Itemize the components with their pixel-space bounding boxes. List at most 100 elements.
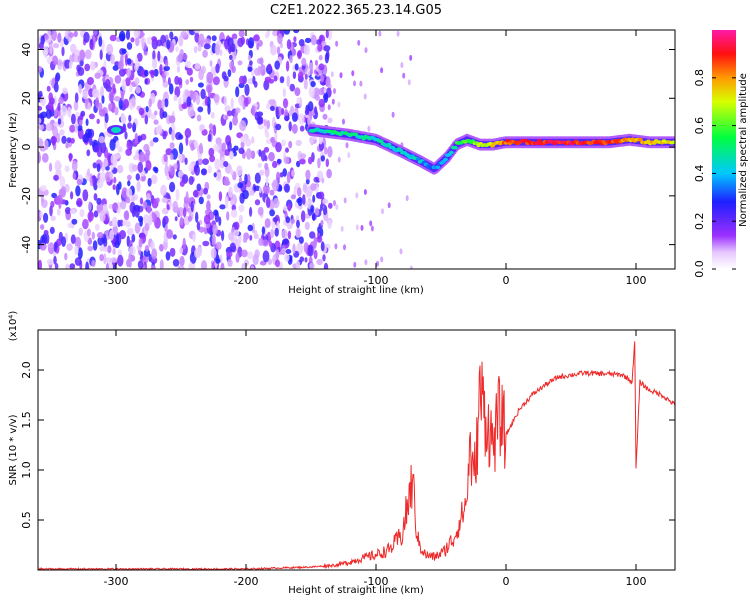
sparse-speckle <box>399 248 403 255</box>
noise-speckle <box>162 207 167 214</box>
noise-speckle <box>259 64 266 76</box>
noise-speckle <box>252 254 259 266</box>
noise-speckle <box>258 237 264 246</box>
colorbar-tick-label: 0.4 <box>693 165 706 183</box>
noise-speckle <box>77 55 81 63</box>
noise-speckle <box>285 60 290 72</box>
noise-speckle <box>77 66 85 76</box>
noise-speckle <box>310 136 314 146</box>
noise-speckle <box>111 216 118 228</box>
noise-speckle <box>57 208 61 216</box>
noise-speckle <box>84 81 90 91</box>
y-tick-label: 0 <box>20 144 33 151</box>
noise-speckle <box>253 229 258 240</box>
noise-speckle <box>282 168 288 177</box>
noise-speckle <box>267 258 272 265</box>
noise-speckle <box>38 65 43 73</box>
noise-speckle <box>247 224 254 232</box>
noise-speckle <box>281 248 286 254</box>
sparse-speckle <box>343 244 346 251</box>
noise-speckle <box>139 217 143 227</box>
noise-speckle <box>135 56 139 68</box>
noise-speckle <box>268 151 275 162</box>
sparse-speckle <box>367 125 371 132</box>
noise-speckle <box>71 113 76 125</box>
noise-speckle <box>224 197 229 209</box>
noise-speckle <box>281 108 285 115</box>
noise-speckle <box>244 97 249 107</box>
noise-speckle <box>194 248 201 259</box>
noise-speckle <box>153 119 159 125</box>
noise-speckle <box>162 111 168 118</box>
noise-speckle <box>231 65 236 74</box>
sparse-speckle <box>409 54 413 61</box>
noise-speckle <box>100 86 104 98</box>
sparse-speckle <box>315 59 318 66</box>
sparse-speckle <box>353 261 357 268</box>
noise-speckle <box>198 196 204 205</box>
noise-speckle <box>49 226 55 234</box>
noise-speckle <box>289 55 293 64</box>
colorbar-label: Normalized spectral amplitude <box>738 73 749 227</box>
noise-speckle <box>84 63 91 72</box>
noise-speckle <box>38 105 43 112</box>
noise-speckle <box>207 133 212 142</box>
colorbar-tick-label: 0.8 <box>693 69 706 87</box>
noise-speckle <box>41 233 48 246</box>
noise-speckle <box>86 149 91 157</box>
noise-speckle <box>146 36 153 45</box>
noise-speckle <box>172 259 180 267</box>
noise-speckle <box>229 150 234 160</box>
noise-speckle <box>230 209 238 218</box>
noise-speckle <box>283 98 288 109</box>
noise-speckle <box>327 146 333 158</box>
sparse-speckle <box>331 98 335 105</box>
noise-speckle <box>264 162 269 171</box>
noise-speckle <box>96 163 101 173</box>
noise-speckle <box>126 58 132 65</box>
noise-speckle <box>325 30 329 39</box>
noise-speckle <box>323 204 328 216</box>
noise-speckle <box>92 162 97 169</box>
noise-speckle <box>265 176 269 187</box>
noise-speckle <box>296 187 302 197</box>
noise-speckle <box>293 36 297 43</box>
noise-speckle <box>99 49 103 60</box>
noise-speckle <box>112 264 117 269</box>
sparse-speckle <box>360 224 364 231</box>
noise-speckle <box>318 54 323 61</box>
sparse-speckle <box>353 80 356 87</box>
noise-speckle <box>69 263 76 269</box>
noise-speckle <box>126 141 131 150</box>
noise-speckle <box>240 136 247 143</box>
noise-speckle <box>73 100 79 111</box>
noise-speckle <box>115 233 120 245</box>
noise-speckle <box>298 236 304 244</box>
noise-speckle <box>263 79 270 91</box>
noise-speckle <box>254 199 261 206</box>
noise-speckle <box>210 247 217 259</box>
noise-speckle <box>40 111 48 119</box>
noise-speckle <box>209 60 213 67</box>
noise-speckle <box>316 258 323 266</box>
noise-speckle <box>135 173 140 181</box>
noise-speckle <box>298 39 305 47</box>
x-tick-label: 100 <box>626 274 647 287</box>
noise-speckle <box>87 168 91 178</box>
noise-speckle <box>109 34 117 42</box>
noise-speckle <box>136 52 143 62</box>
noise-speckle <box>88 201 92 211</box>
noise-speckle <box>142 254 149 264</box>
snr-x-label: Height of straight line (km) <box>288 585 424 596</box>
noise-speckle <box>306 68 311 77</box>
noise-speckle <box>279 172 284 178</box>
noise-speckle <box>166 39 171 50</box>
noise-speckle <box>121 79 127 91</box>
noise-speckle <box>247 66 253 72</box>
sparse-speckle <box>345 142 349 149</box>
noise-speckle <box>254 172 261 184</box>
noise-speckle <box>251 105 256 116</box>
noise-speckle <box>312 194 316 203</box>
noise-speckle <box>204 209 210 215</box>
noise-speckle <box>284 183 290 193</box>
